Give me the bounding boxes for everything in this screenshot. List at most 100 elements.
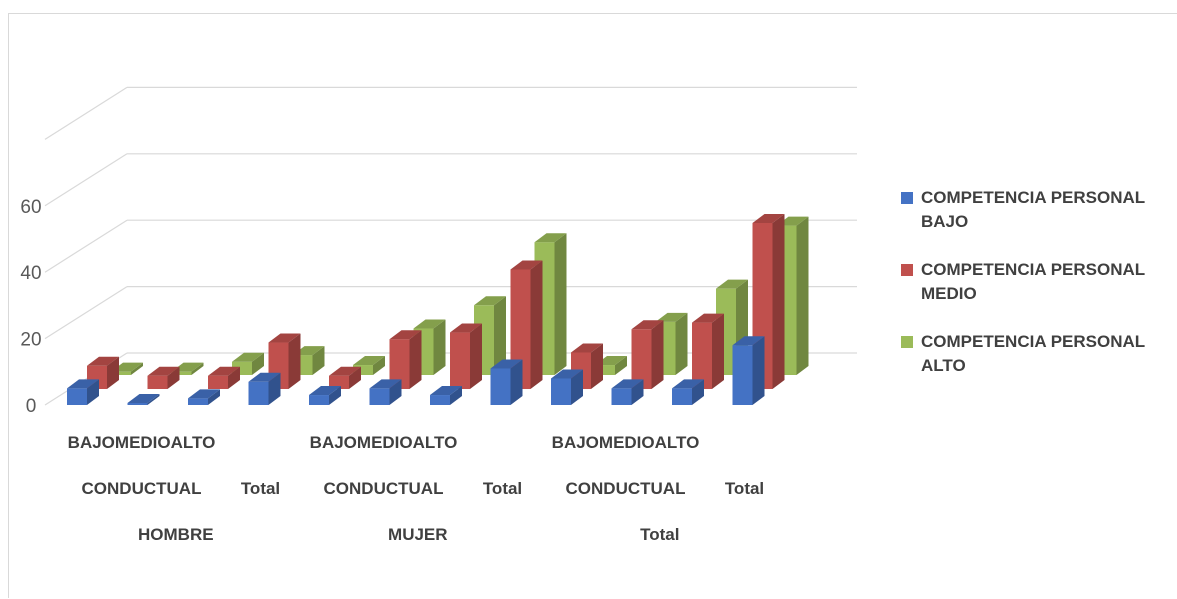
bar-side (433, 319, 446, 375)
bar-top (571, 343, 603, 353)
bar-front (510, 269, 531, 389)
chart-svg: 0 20 40 60 BAJOMEDIOALTO CONDUCTUAL Total HOMBR… (20, 86, 1145, 544)
bar-top (450, 323, 482, 333)
bar (309, 386, 341, 405)
bar-top (248, 372, 281, 382)
subgroup-label: Total (483, 479, 522, 498)
bar-side (554, 233, 567, 375)
bar-front (389, 339, 410, 389)
bar-side (252, 352, 264, 375)
bar-side (228, 366, 240, 389)
bar (490, 359, 523, 405)
bar-side (692, 379, 704, 405)
bar (389, 330, 422, 389)
legend-label: COMPETENCIA PERSONAL BAJO (921, 188, 1145, 231)
bar-front (248, 381, 269, 405)
legend-label: COMPETENCIA PERSONAL MEDIO (921, 260, 1145, 303)
bar (369, 379, 402, 405)
bar-side (571, 369, 583, 405)
bar-top (353, 356, 385, 366)
bar-front (631, 329, 652, 389)
bar-side (651, 320, 664, 389)
bar-side (796, 216, 809, 375)
subgroup-label: CONDUCTUAL (82, 479, 202, 498)
bar-front (369, 388, 390, 405)
gridline-diagonal (44, 86, 128, 140)
bar-front (490, 368, 511, 405)
bar-side (107, 356, 119, 389)
bar (430, 386, 462, 405)
category-label: BAJOMEDIOALTO (552, 433, 700, 452)
bar (67, 379, 99, 405)
bar-top (474, 296, 506, 306)
legend-swatch (901, 336, 913, 348)
bar (571, 343, 603, 389)
bar-front (732, 345, 753, 405)
bar-top (208, 366, 240, 376)
bar-front (611, 388, 632, 405)
bar-top (87, 356, 119, 366)
bar-top (127, 394, 160, 403)
bar (611, 379, 644, 405)
bar-top (732, 336, 765, 346)
bar-side (712, 313, 724, 389)
gridline-diagonal (44, 153, 128, 207)
bar-front (127, 403, 148, 405)
bar (551, 369, 583, 405)
group-label: HOMBRE (138, 525, 214, 544)
bar-side (312, 346, 325, 375)
category-label: BAJOMEDIOALTO (310, 433, 458, 452)
bar (353, 356, 385, 375)
bar-side (530, 260, 543, 389)
chart-area: 0 20 40 60 BAJOMEDIOALTO CONDUCTUAL Total HOMBR… (8, 13, 1177, 598)
bar-top (232, 352, 264, 362)
bar-top (551, 369, 583, 379)
bar-top (188, 389, 220, 399)
bar (631, 320, 664, 389)
legend-item: COMPETENCIA PERSONAL MEDIO (901, 260, 1145, 303)
bar-side (389, 379, 402, 405)
bars (67, 214, 809, 405)
y-tick-label: 60 (20, 197, 41, 218)
bar-top (752, 214, 785, 223)
bar-front (672, 388, 692, 405)
subgroup-label: CONDUCTUAL (566, 479, 686, 498)
bar-top (413, 319, 446, 329)
bar-front (692, 322, 712, 389)
bar-top (389, 330, 422, 340)
gridline-diagonal (44, 286, 128, 340)
legend-label: COMPETENCIA PERSONAL ALTO (921, 332, 1145, 375)
category-label: BAJOMEDIOALTO (68, 433, 216, 452)
bar (127, 394, 160, 405)
bar-side (409, 330, 422, 389)
bar-front (430, 395, 450, 405)
bar-top (369, 379, 402, 389)
bar-side (373, 356, 385, 375)
bar-side (208, 389, 220, 405)
bar-side (772, 214, 785, 389)
y-tick-label: 0 (26, 396, 37, 417)
bar-top (672, 379, 704, 389)
group-label: MUJER (388, 525, 448, 544)
bar (732, 336, 765, 405)
bar-side (510, 359, 523, 405)
legend-swatch (901, 264, 913, 276)
bar-side (631, 379, 644, 405)
bar (692, 313, 724, 389)
bar-top (490, 359, 523, 369)
bar-top (655, 312, 688, 322)
legend-item: COMPETENCIA PERSONAL ALTO (901, 332, 1145, 375)
bar-front (450, 332, 470, 389)
bar-front (208, 375, 228, 389)
bar-side (752, 336, 765, 405)
bar-top (430, 386, 462, 396)
bar (248, 372, 281, 405)
bar-side (329, 386, 341, 405)
bar-side (131, 362, 143, 375)
bar-side (349, 366, 361, 389)
bar-side (147, 394, 160, 405)
bar-front (188, 398, 208, 405)
bar-front (353, 365, 373, 375)
bar (147, 366, 180, 389)
bar-top (67, 379, 99, 389)
